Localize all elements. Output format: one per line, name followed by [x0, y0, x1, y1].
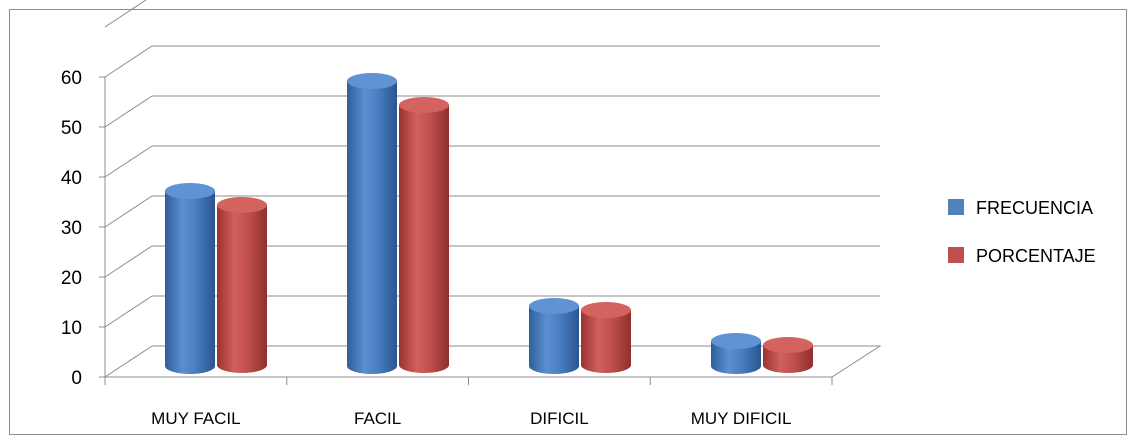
- legend-label: PORCENTAJE: [976, 246, 1096, 266]
- legend-swatch: [948, 247, 964, 263]
- gridline-side: [104, 45, 153, 78]
- y-tick-label: 0: [71, 368, 82, 389]
- bar-body: [347, 81, 397, 374]
- bar-body: [165, 191, 215, 374]
- bar-top: [763, 337, 813, 353]
- bar-frecuencia-1: [165, 183, 215, 374]
- x-category-label: DIFICIL: [530, 409, 589, 428]
- gridline-side: [104, 245, 153, 278]
- gridline-side: [104, 295, 153, 328]
- y-tick-label: 30: [61, 218, 82, 239]
- legend-label: FRECUENCIA: [976, 198, 1093, 218]
- gridline-side: [104, 95, 153, 128]
- y-tick-labels: 0 10 20 30 40 50 60: [61, 68, 82, 389]
- bar-frecuencia-4: [711, 333, 761, 374]
- bar-body: [711, 341, 761, 374]
- bar-porcentaje-3: [581, 302, 631, 373]
- x-category-labels: MUY FACIL FACIL DIFICIL MUY DIFICIL: [151, 409, 791, 428]
- axes: [99, 76, 882, 385]
- bar-top: [399, 97, 449, 113]
- bar-top: [165, 183, 215, 199]
- y-tick-label: 60: [61, 68, 82, 89]
- y-tick-label: 50: [61, 118, 82, 139]
- bar-top: [217, 197, 267, 213]
- bar-body: [581, 310, 631, 373]
- gridline-side: [104, 145, 153, 178]
- y-tick-label: 20: [61, 268, 82, 289]
- bar-top: [581, 302, 631, 318]
- bar-frecuencia-3: [529, 298, 579, 374]
- bar-porcentaje-1: [217, 197, 267, 373]
- bar-top: [529, 298, 579, 314]
- gridline-side: [104, 0, 147, 28]
- gridline-side: [104, 195, 153, 228]
- floor: [103, 345, 882, 378]
- legend: FRECUENCIA PORCENTAJE: [948, 198, 1096, 266]
- bars: [165, 73, 813, 374]
- bar-porcentaje-2: [399, 97, 449, 373]
- bar-body: [399, 105, 449, 373]
- bar-top: [347, 73, 397, 89]
- bar-body: [763, 345, 813, 373]
- gridlines: [104, 0, 880, 328]
- bar-top: [711, 333, 761, 349]
- x-category-label: FACIL: [354, 409, 401, 428]
- x-category-label: MUY DIFICIL: [691, 409, 792, 428]
- bar-body: [217, 205, 267, 373]
- y-tick-label: 10: [61, 318, 82, 339]
- x-category-label: MUY FACIL: [151, 409, 240, 428]
- bar-frecuencia-2: [347, 73, 397, 374]
- legend-swatch: [948, 199, 964, 215]
- bar-body: [529, 306, 579, 374]
- bar-porcentaje-4: [763, 337, 813, 373]
- y-tick-label: 40: [61, 168, 82, 189]
